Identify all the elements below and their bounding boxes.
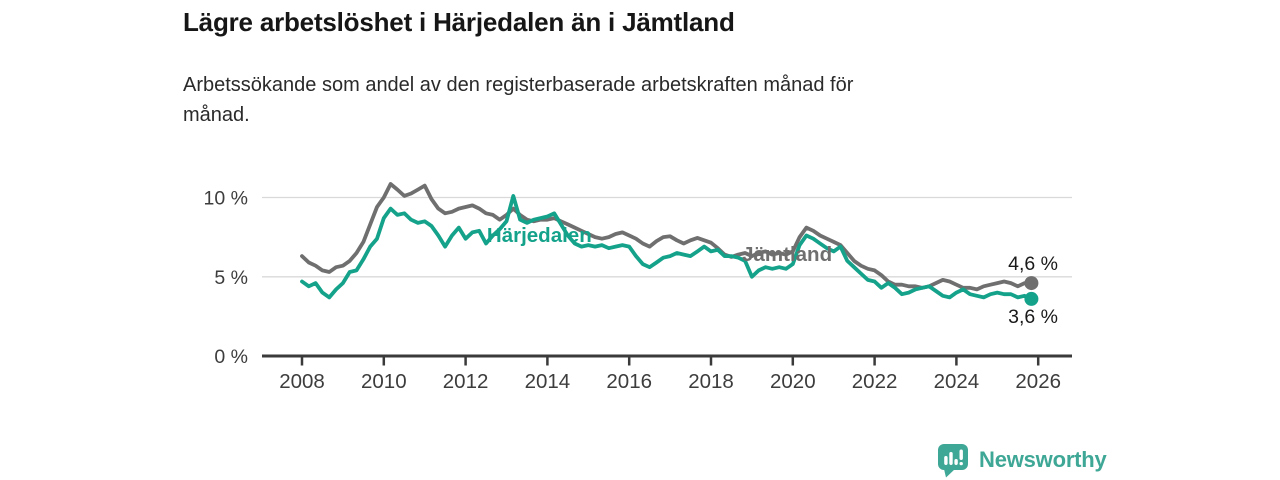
- jamtland-end-value-label: 4,6 %: [1008, 253, 1058, 275]
- jamtland-series-label: Jämtland: [742, 243, 832, 266]
- chart-header: Lägre arbetslöshet i Härjedalen än i Jäm…: [183, 0, 1043, 130]
- chart-title: Lägre arbetslöshet i Härjedalen än i Jäm…: [183, 7, 735, 37]
- harjedalen-end-value-label: 3,6 %: [1008, 306, 1058, 328]
- x-axis-tick-label: 2014: [525, 370, 571, 393]
- y-axis-tick-label: 10 %: [204, 188, 248, 210]
- jamtland-line: [300, 182, 1034, 292]
- x-axis-tick-label: 2020: [770, 370, 816, 393]
- x-axis-tick-label: 2016: [606, 370, 652, 393]
- x-axis-tick-label: 2024: [934, 370, 980, 393]
- jamtland-end-dot: [1024, 276, 1039, 291]
- chart-subtitle: Arbetssökande som andel av den registerb…: [183, 74, 854, 126]
- x-axis-tick-label: 2026: [1015, 370, 1061, 393]
- newsworthy-logo[interactable]: Newsworthy: [936, 442, 1107, 478]
- x-axis-tick-label: 2010: [361, 370, 407, 393]
- y-axis-tick-label: 5 %: [214, 267, 248, 289]
- newsworthy-logo-icon: [938, 444, 968, 478]
- x-axis-tick-label: 2018: [688, 370, 734, 393]
- x-axis-tick-label: 2012: [443, 370, 489, 393]
- harjedalen-line: [300, 193, 1034, 301]
- harjedalen-end-dot: [1024, 291, 1039, 306]
- x-axis-tick-label: 2008: [279, 370, 325, 393]
- y-axis-tick-label: 0 %: [214, 346, 248, 368]
- harjedalen-series-label: Härjedalen: [487, 224, 592, 247]
- x-axis-tick-label: 2022: [852, 370, 898, 393]
- newsworthy-wordmark: Newsworthy: [979, 447, 1107, 472]
